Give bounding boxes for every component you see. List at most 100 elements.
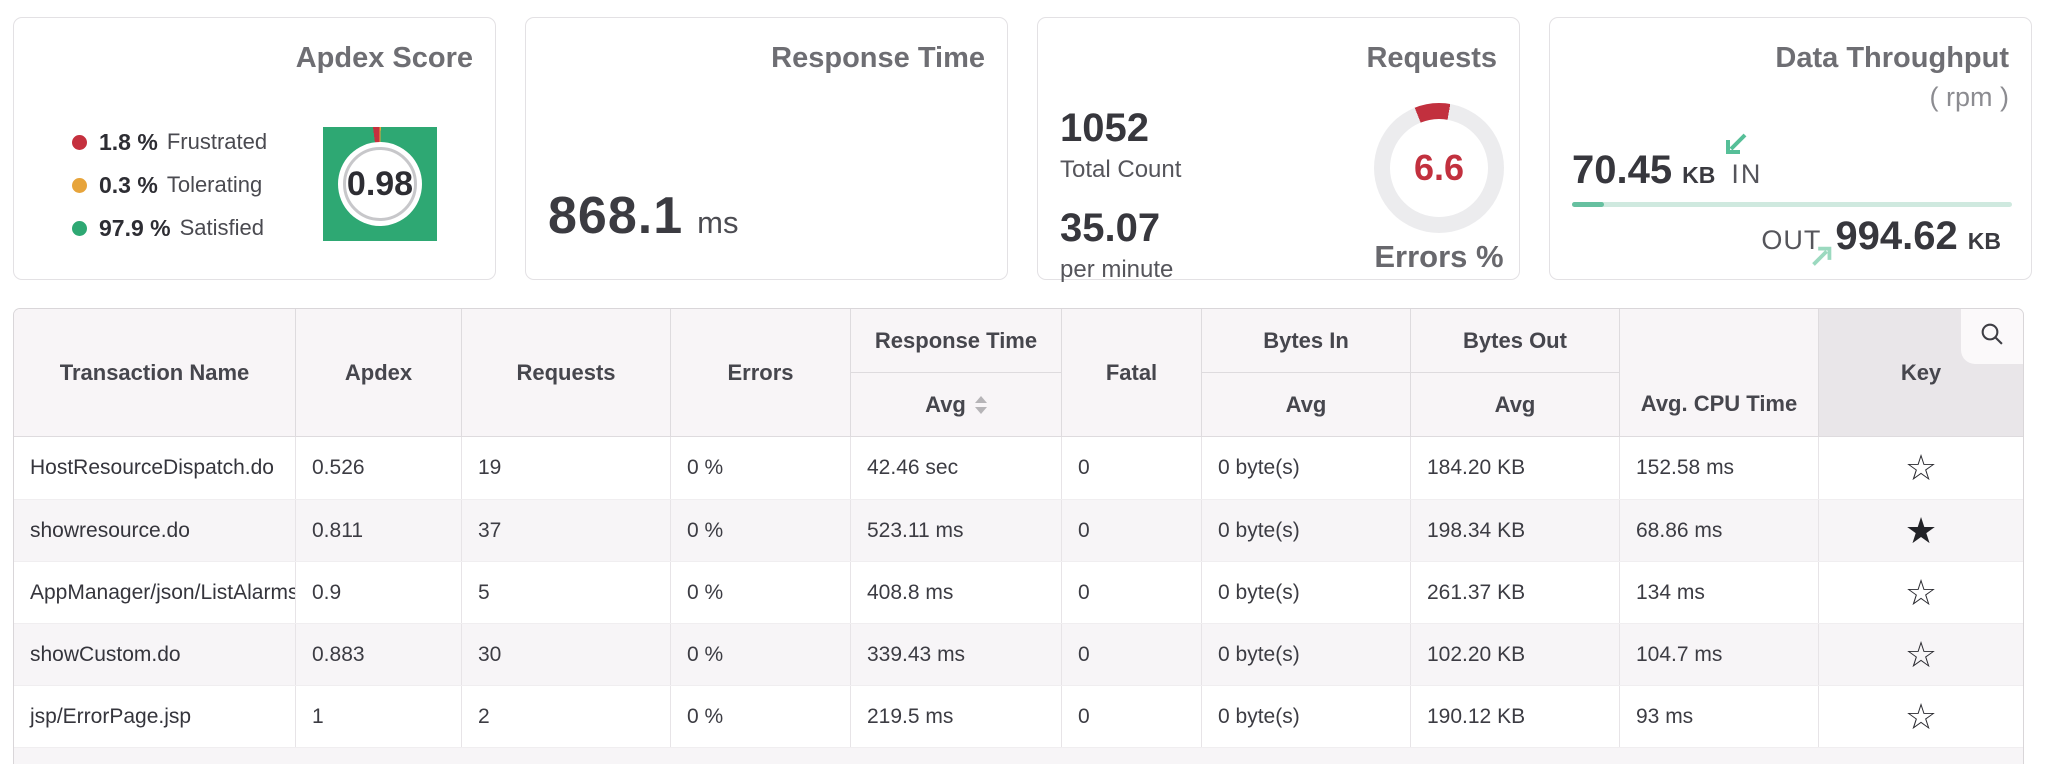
table-row[interactable]: jsp/ErrorPage.jsp 1 2 0 % 219.5 ms 0 0 b… (14, 685, 2023, 747)
throughput-in-label: IN (1731, 159, 1763, 189)
legend-label: Satisfied (179, 215, 264, 240)
cell-bytes-out: 190.12 KB (1410, 686, 1619, 747)
response-time-value: 868.1 (548, 187, 684, 245)
response-time-unit: ms (697, 205, 739, 240)
legend-tolerating: 0.3 % Tolerating (72, 171, 267, 199)
cell-fatal: 0 (1061, 624, 1201, 685)
cell-apdex: 0.9 (295, 562, 461, 623)
apdex-score-value: 0.98 (346, 164, 414, 203)
legend-frustrated: 1.8 % Frustrated (72, 128, 267, 156)
cell-response-time-avg: 339.43 ms (850, 624, 1061, 685)
cell-bytes-in: 0 byte(s) (1201, 686, 1410, 747)
table-row[interactable]: showCustom.do 0.883 30 0 % 339.43 ms 0 0… (14, 623, 2023, 685)
apdex-score-card: Apdex Score 1.8 % Frustrated 0.3 % Toler… (13, 17, 496, 280)
legend-label: Frustrated (166, 129, 268, 154)
cell-requests: 5 (461, 562, 670, 623)
col-header-response-time: Response Time Avg (850, 309, 1061, 436)
search-button[interactable] (1961, 309, 2023, 364)
cell-avg-cpu-time: 93 ms (1619, 686, 1818, 747)
table-body: HostResourceDispatch.do 0.526 19 0 % 42.… (14, 437, 2023, 764)
col-header-key: Key (1818, 309, 2023, 436)
cell-apdex: 0.883 (295, 624, 461, 685)
requests-per-minute-label: per minute (1060, 256, 1174, 283)
apdex-legend: 1.8 % Frustrated 0.3 % Tolerating 97.9 %… (72, 128, 267, 242)
errors-percent-value: 6.6 (1413, 147, 1465, 188)
table-row-partial (14, 747, 2023, 764)
cell-bytes-out: 198.34 KB (1410, 500, 1619, 561)
requests-total-count: 1052 (1060, 106, 1149, 150)
cell-apdex: 1 (295, 686, 461, 747)
response-time-avg-sort[interactable]: Avg (851, 373, 1061, 436)
key-star-toggle[interactable]: ☆ (1818, 437, 2023, 499)
cell-bytes-out: 261.37 KB (1410, 562, 1619, 623)
cpu-group-empty (1620, 309, 1818, 373)
col-header-transaction-name: Transaction Name (59, 359, 250, 385)
bytes-out-group-label: Bytes Out (1411, 309, 1619, 373)
avg-label: Avg (925, 391, 966, 417)
bytes-out-avg-label: Avg (1494, 391, 1536, 417)
throughput-out-unit: KB (1967, 228, 2001, 254)
cell-transaction-name[interactable]: showCustom.do (30, 642, 181, 666)
cell-response-time-avg: 42.46 sec (850, 437, 1061, 499)
throughput-unit-subtitle: ( rpm ) (1929, 82, 2009, 112)
cell-bytes-in: 0 byte(s) (1201, 437, 1410, 499)
throughput-out-label: OUT (1761, 225, 1822, 255)
cell-avg-cpu-time: 68.86 ms (1619, 500, 1818, 561)
arrow-out-icon (1806, 242, 1836, 277)
legend-value: 0.3 % (99, 171, 158, 198)
arrow-in-icon (1720, 128, 1752, 165)
table-header: Transaction Name Apdex Requests Errors R… (14, 309, 2023, 437)
bytes-in-group-label: Bytes In (1202, 309, 1410, 373)
bytes-in-avg-label: Avg (1285, 391, 1327, 417)
cell-bytes-in: 0 byte(s) (1201, 562, 1410, 623)
table-row[interactable]: AppManager/json/ListAlarms 0.9 5 0 % 408… (14, 561, 2023, 623)
cell-errors: 0 % (670, 562, 850, 623)
cell-requests: 37 (461, 500, 670, 561)
card-title: Requests (1366, 42, 1497, 74)
col-header-bytes-out: Bytes Out Avg (1410, 309, 1619, 436)
cell-avg-cpu-time: 134 ms (1619, 562, 1818, 623)
response-time-card: Response Time 868.1 ms (525, 17, 1008, 280)
legend-value: 1.8 % (99, 128, 158, 155)
cell-fatal: 0 (1061, 562, 1201, 623)
cell-apdex: 0.526 (295, 437, 461, 499)
cell-response-time-avg: 408.8 ms (850, 562, 1061, 623)
cell-bytes-in: 0 byte(s) (1201, 624, 1410, 685)
key-star-toggle[interactable]: ☆ (1818, 686, 2023, 747)
cell-bytes-out: 184.20 KB (1410, 437, 1619, 499)
cell-response-time-avg: 523.11 ms (850, 500, 1061, 561)
cell-apdex: 0.811 (295, 500, 461, 561)
cell-requests: 2 (461, 686, 670, 747)
cell-errors: 0 % (670, 437, 850, 499)
avg-cpu-time-label: Avg. CPU Time (1640, 391, 1798, 417)
throughput-ratio-bar (1572, 202, 2012, 207)
cell-fatal: 0 (1061, 437, 1201, 499)
errors-donut-chart: 6.6 (1374, 103, 1504, 233)
key-star-toggle[interactable]: ★ (1818, 500, 2023, 561)
cell-avg-cpu-time: 152.58 ms (1619, 437, 1818, 499)
cell-transaction-name[interactable]: AppManager/json/ListAlarms (30, 580, 295, 604)
cell-transaction-name[interactable]: jsp/ErrorPage.jsp (30, 704, 192, 728)
col-header-requests: Requests (461, 309, 670, 436)
response-time-group-label: Response Time (851, 309, 1061, 373)
table-row[interactable]: HostResourceDispatch.do 0.526 19 0 % 42.… (14, 437, 2023, 499)
table-row[interactable]: showresource.do 0.811 37 0 % 523.11 ms 0… (14, 499, 2023, 561)
cell-transaction-name[interactable]: showresource.do (30, 518, 190, 542)
card-title: Response Time (771, 42, 985, 74)
throughput-in-unit: KB (1682, 162, 1716, 188)
apdex-donut-chart: 0.98 (323, 127, 437, 241)
throughput-ratio-bar-fill (1572, 202, 1604, 207)
throughput-in-value: 70.45 (1572, 148, 1673, 192)
col-header-errors: Errors (670, 309, 850, 436)
cell-errors: 0 % (670, 624, 850, 685)
cell-bytes-in: 0 byte(s) (1201, 500, 1410, 561)
requests-total-label: Total Count (1060, 156, 1182, 183)
search-icon (1978, 320, 2006, 353)
legend-satisfied: 97.9 % Satisfied (72, 214, 267, 242)
cell-transaction-name[interactable]: HostResourceDispatch.do (30, 456, 274, 479)
sort-icon[interactable] (974, 395, 987, 414)
key-star-toggle[interactable]: ☆ (1818, 562, 2023, 623)
cell-requests: 30 (461, 624, 670, 685)
errors-percent-label: Errors % (1374, 239, 1504, 274)
key-star-toggle[interactable]: ☆ (1818, 624, 2023, 685)
